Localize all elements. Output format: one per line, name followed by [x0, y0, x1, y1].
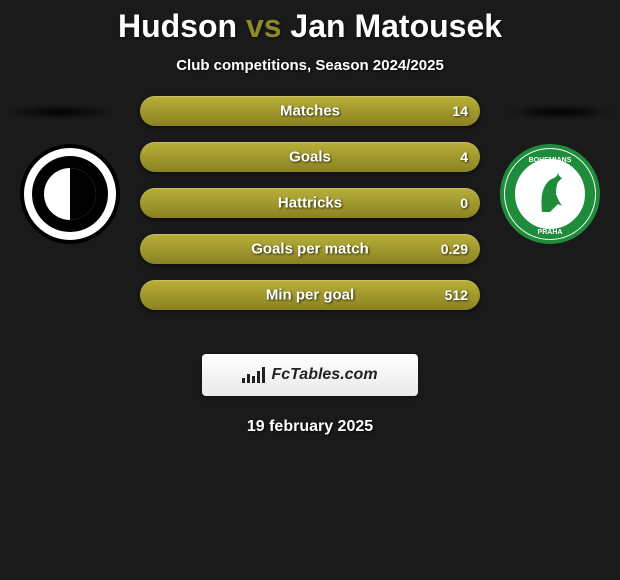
- stat-bar-goals: Goals 4: [140, 142, 480, 172]
- subtitle: Club competitions, Season 2024/2025: [0, 57, 620, 74]
- brand-text: FcTables.com: [271, 366, 377, 384]
- page-title: Hudson vs Jan Matousek: [0, 0, 620, 45]
- stat-label: Hattricks: [278, 195, 342, 212]
- stat-label: Matches: [280, 103, 340, 120]
- stat-value-right: 14: [452, 103, 468, 119]
- stat-value-right: 0.29: [441, 241, 468, 257]
- player1-name: Hudson: [118, 8, 237, 44]
- svg-text:1905: 1905: [60, 156, 80, 166]
- stat-bar-goals-per-match: Goals per match 0.29: [140, 234, 480, 264]
- stat-bar-min-per-goal: Min per goal 512: [140, 280, 480, 310]
- chart-icon: [242, 367, 265, 383]
- stat-value-right: 0: [460, 195, 468, 211]
- bohemians-logo-icon: BOHEMIANS PRAHA: [500, 144, 600, 244]
- right-shadow: [505, 104, 615, 120]
- comparison-content: 1905 BOHEMIANS PRAHA Matches 14 Goals 4 …: [0, 104, 620, 344]
- brand-box[interactable]: FcTables.com: [202, 354, 418, 396]
- stat-value-right: 4: [460, 149, 468, 165]
- footer-date: 19 february 2025: [0, 418, 620, 436]
- stat-label: Goals: [289, 149, 331, 166]
- player2-name: Jan Matousek: [290, 8, 502, 44]
- stat-value-right: 512: [445, 287, 468, 303]
- left-club-logo: 1905: [20, 144, 120, 244]
- vs-text: vs: [246, 8, 282, 44]
- stat-bars: Matches 14 Goals 4 Hattricks 0 Goals per…: [140, 96, 480, 326]
- right-club-logo: BOHEMIANS PRAHA: [500, 144, 600, 244]
- stat-label: Goals per match: [251, 241, 369, 258]
- left-shadow: [5, 104, 115, 120]
- svg-text:BOHEMIANS: BOHEMIANS: [529, 157, 572, 164]
- stat-label: Min per goal: [266, 287, 354, 304]
- stat-bar-hattricks: Hattricks 0: [140, 188, 480, 218]
- dynamo-logo-icon: 1905: [20, 144, 120, 244]
- brand-inner: FcTables.com: [242, 366, 377, 384]
- svg-text:PRAHA: PRAHA: [538, 229, 563, 236]
- stat-bar-matches: Matches 14: [140, 96, 480, 126]
